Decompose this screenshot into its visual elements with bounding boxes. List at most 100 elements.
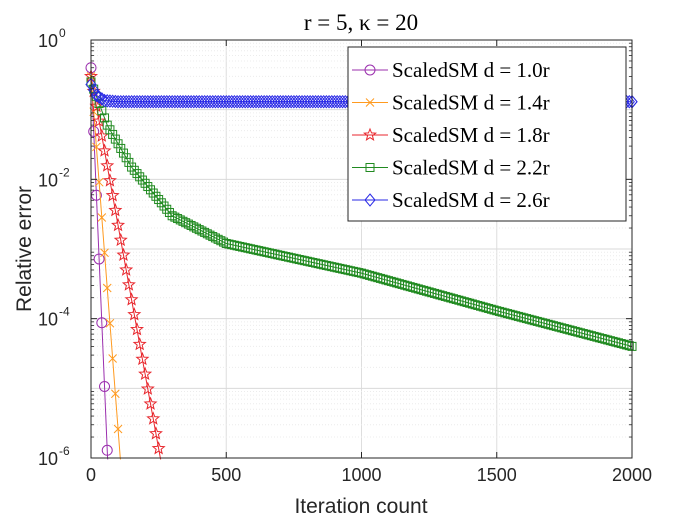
series-marker: [127, 162, 137, 172]
series-marker: [274, 94, 287, 109]
series-marker: [88, 83, 100, 97]
series-marker: [101, 94, 113, 108]
y-axis-label: Relative error: [13, 186, 36, 312]
chart-title: r = 5, κ = 20: [304, 10, 418, 35]
series-marker: [156, 198, 166, 208]
series-marker: [231, 94, 243, 109]
series-marker: [137, 175, 147, 185]
series-marker: [144, 94, 157, 109]
y-tick-base: 10: [38, 310, 58, 330]
series-marker: [113, 139, 123, 149]
series-marker: [334, 94, 346, 109]
series-marker: [117, 94, 130, 109]
series-marker: [97, 106, 107, 116]
series-marker: [217, 94, 230, 109]
series-marker: [196, 94, 208, 109]
y-tick-label: 10 -6: [38, 444, 70, 469]
series-marker: [110, 389, 120, 399]
series-marker: [128, 94, 140, 109]
series-marker: [304, 94, 316, 109]
series-marker: [328, 94, 341, 109]
series-marker: [123, 94, 135, 109]
series-marker: [100, 158, 115, 172]
series-marker: [112, 94, 124, 109]
series-marker: [148, 188, 158, 198]
series-marker: [331, 94, 343, 109]
series-marker: [255, 94, 268, 109]
series-marker: [146, 411, 161, 425]
series-marker: [182, 94, 195, 109]
legend: ScaledSM d = 1.0r ScaledSM d = 1.4r Scaled…: [347, 46, 627, 222]
series-marker: [115, 94, 127, 109]
series-marker: [140, 381, 155, 395]
series-marker: [190, 94, 203, 109]
series-marker: [93, 253, 105, 265]
series-marker: [98, 93, 111, 108]
series-marker: [148, 426, 163, 440]
y-tick-exponent: -4: [59, 305, 70, 319]
series-marker: [282, 94, 295, 109]
series-marker: [239, 94, 251, 109]
x-tick-label: 500: [211, 465, 241, 485]
y-tick-label: 10 0: [38, 26, 66, 51]
y-tick-base: 10: [38, 31, 58, 51]
series-marker: [102, 283, 112, 293]
series-marker: [169, 94, 181, 109]
series-marker: [105, 188, 120, 202]
y-tick-exponent: -6: [59, 444, 70, 458]
series-marker: [234, 94, 246, 109]
series-marker: [100, 248, 109, 258]
series-marker: [247, 94, 259, 109]
series-marker: [263, 94, 276, 109]
series-marker: [296, 94, 308, 109]
legend-marker: [364, 64, 376, 76]
series-marker: [131, 94, 143, 109]
series-marker: [105, 125, 115, 135]
series-marker: [242, 94, 254, 109]
legend-entry-label: ScaledSM d = 1.0r: [392, 58, 550, 82]
series-marker: [151, 441, 166, 455]
series-marker: [164, 208, 174, 218]
series-layer: [83, 62, 638, 460]
series-marker: [125, 94, 138, 109]
y-tick-label: 10 -4: [38, 305, 70, 330]
series-marker: [106, 94, 119, 109]
series-marker: [102, 120, 112, 130]
series-marker: [124, 292, 139, 306]
series-marker: [90, 88, 103, 103]
series-marker: [250, 94, 262, 109]
series-marker: [159, 201, 169, 211]
series-marker: [97, 143, 112, 157]
legend-marker: [365, 163, 375, 172]
series-marker: [266, 94, 278, 109]
series-marker: [158, 94, 170, 109]
series-marker: [215, 94, 227, 109]
series-marker: [323, 94, 335, 109]
series-line: [90, 76, 162, 460]
legend-entry-label: ScaledSM d = 2.2r: [392, 156, 550, 180]
series-marker: [139, 94, 151, 109]
series-marker: [277, 94, 289, 109]
y-tick-exponent: 0: [59, 26, 66, 40]
series-marker: [209, 94, 222, 109]
series-marker: [198, 94, 211, 109]
x-axis-label: Iteration count: [294, 495, 427, 518]
series-marker: [207, 94, 219, 109]
series-marker: [161, 94, 173, 109]
legend-marker: [362, 127, 378, 141]
series-marker: [193, 94, 205, 109]
series-marker: [228, 94, 241, 109]
series-marker: [201, 94, 213, 109]
y-tick-exponent: -2: [59, 165, 70, 179]
series-marker: [155, 94, 167, 109]
series-marker: [142, 94, 154, 109]
y-tick-base: 10: [38, 449, 58, 469]
series-marker: [138, 366, 153, 381]
series-marker: [299, 94, 311, 109]
series-marker: [220, 94, 232, 109]
series-marker: [96, 317, 108, 329]
x-tick-label: 2000: [612, 465, 652, 485]
series-marker: [152, 94, 165, 109]
series-marker: [88, 125, 100, 137]
